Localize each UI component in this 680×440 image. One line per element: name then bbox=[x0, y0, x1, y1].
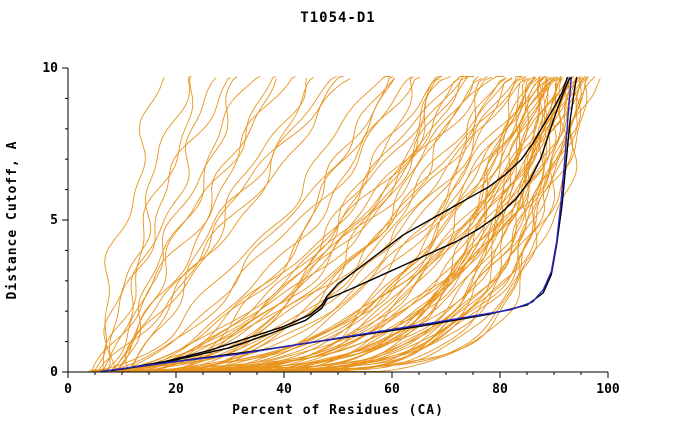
prediction-curve bbox=[235, 76, 546, 372]
curves-layer bbox=[88, 76, 601, 373]
prediction-curve bbox=[125, 76, 344, 372]
prediction-curve bbox=[98, 76, 391, 371]
prediction-curve bbox=[109, 76, 536, 372]
prediction-curve bbox=[193, 76, 443, 372]
y-tick-label: 10 bbox=[42, 61, 58, 76]
prediction-curve bbox=[213, 77, 558, 372]
prediction-curve bbox=[132, 76, 414, 372]
prediction-curve bbox=[102, 76, 194, 372]
prediction-curve bbox=[115, 77, 395, 372]
prediction-curve bbox=[128, 77, 314, 372]
prediction-curve bbox=[171, 76, 475, 371]
prediction-curve bbox=[103, 76, 190, 372]
x-tick-label: 60 bbox=[384, 382, 400, 397]
prediction-curve bbox=[190, 76, 550, 372]
chart-title: T1054-D1 bbox=[300, 10, 375, 26]
prediction-curve bbox=[113, 76, 493, 372]
prediction-curve bbox=[103, 78, 460, 372]
x-tick-label: 100 bbox=[596, 382, 620, 397]
axes-layer: 0 20 40 60 80 100 0 5 10 bbox=[42, 61, 620, 397]
x-tick-label: 20 bbox=[168, 382, 184, 397]
prediction-curve bbox=[108, 77, 231, 371]
prediction-curve bbox=[123, 76, 535, 372]
prediction-curve bbox=[131, 76, 523, 372]
highlight-model-2-curve bbox=[121, 76, 571, 370]
prediction-curve bbox=[96, 77, 513, 372]
prediction-curve bbox=[125, 78, 440, 372]
highlight-model-1-curve bbox=[121, 76, 569, 370]
y-axis-label: Distance Cutoff, A bbox=[5, 141, 20, 300]
prediction-curve bbox=[114, 76, 522, 372]
prediction-curve bbox=[155, 76, 562, 372]
prediction-curve bbox=[107, 76, 479, 372]
prediction-curve bbox=[91, 76, 238, 371]
x-axis-label: Percent of Residues (CA) bbox=[232, 403, 444, 418]
prediction-curve bbox=[179, 78, 395, 371]
prediction-curve bbox=[136, 76, 469, 372]
prediction-curve bbox=[117, 76, 562, 372]
prediction-curve bbox=[125, 76, 527, 372]
prediction-curve bbox=[133, 77, 507, 372]
prediction-curve bbox=[112, 76, 277, 372]
prediction-curve bbox=[99, 77, 217, 372]
y-tick-label: 0 bbox=[50, 365, 58, 380]
prediction-curve bbox=[95, 76, 563, 372]
prediction-curve bbox=[203, 78, 527, 372]
prediction-curve bbox=[152, 78, 482, 372]
prediction-curve bbox=[104, 77, 537, 372]
prediction-curve bbox=[139, 76, 442, 372]
prediction-curve bbox=[104, 76, 296, 372]
prediction-curve bbox=[94, 77, 165, 371]
prediction-curve bbox=[97, 78, 351, 371]
prediction-curve bbox=[142, 76, 559, 372]
prediction-curve bbox=[129, 76, 573, 372]
prediction-curve bbox=[116, 76, 505, 372]
prediction-curve bbox=[124, 76, 337, 372]
prediction-curve bbox=[97, 76, 575, 372]
prediction-curve bbox=[105, 76, 412, 372]
prediction-curve bbox=[106, 78, 277, 372]
x-tick-label: 80 bbox=[492, 382, 508, 397]
y-tick-label: 5 bbox=[50, 213, 58, 228]
prediction-curve bbox=[117, 76, 555, 372]
prediction-curve bbox=[96, 77, 556, 372]
x-tick-label: 0 bbox=[64, 382, 72, 397]
prediction-curve bbox=[118, 76, 470, 371]
best-model-curve bbox=[100, 77, 572, 373]
x-tick-label: 40 bbox=[276, 382, 292, 397]
prediction-curve bbox=[126, 76, 488, 372]
prediction-curve bbox=[115, 77, 307, 371]
